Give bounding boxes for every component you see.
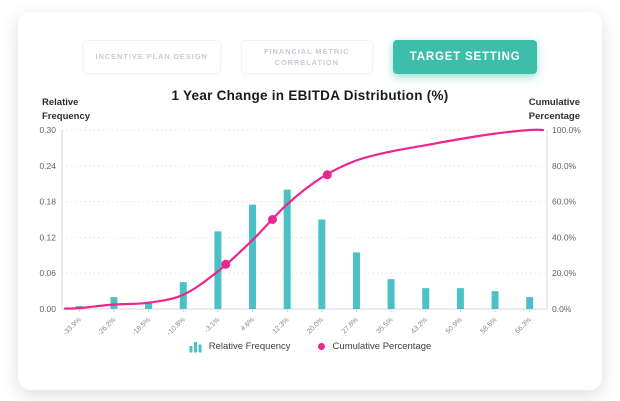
left-axis-tick-label: 0.00 (39, 304, 56, 314)
right-axis-title: Cumulative Percentage (529, 96, 580, 124)
right-axis-tick-label: 40.0% (552, 232, 577, 242)
frequency-bar (249, 204, 257, 309)
frequency-bar (491, 291, 499, 309)
tab-label: TARGET SETTING (409, 51, 521, 63)
quartile-marker-dot (268, 215, 277, 224)
x-tick-label: 35.5% (376, 316, 395, 335)
left-axis-tick-label: 0.06 (39, 268, 56, 278)
x-tick-label: -26.2% (97, 316, 118, 337)
frequency-bar (526, 297, 534, 309)
frequency-bar (352, 252, 360, 309)
x-tick-label: 66.3% (514, 316, 533, 335)
legend-label: Relative Frequency (208, 341, 291, 352)
frequency-bar (387, 279, 395, 309)
tab-bar: INCENTIVE PLAN DESIGN FINANCIAL METRIC C… (18, 40, 602, 74)
bar-chart-icon (189, 342, 202, 353)
chart-card: INCENTIVE PLAN DESIGN FINANCIAL METRIC C… (18, 12, 602, 390)
left-axis-tick-label: 0.12 (39, 232, 56, 242)
quartile-marker-dot (221, 259, 231, 269)
frequency-bar (145, 303, 153, 309)
x-tick-label: 4.6% (240, 316, 256, 332)
right-axis-title-line1: Cumulative (528, 97, 580, 108)
frequency-bar (422, 288, 430, 309)
cumulative-line (63, 128, 545, 310)
x-tick-label: 58.6% (479, 316, 498, 335)
frequency-bar (110, 297, 118, 309)
right-axis-tick-label: 20.0% (552, 268, 577, 278)
tab-financial-metric-correlation[interactable]: FINANCIAL METRIC CORRELATION (240, 40, 373, 74)
frequency-bar (318, 219, 326, 309)
tab-target-setting[interactable]: TARGET SETTING (392, 40, 538, 74)
right-axis-title-line2: Percentage (528, 110, 580, 122)
dot-icon (317, 343, 325, 350)
x-tick-label: -18.5% (131, 316, 152, 337)
x-tick-label: -3.1% (203, 316, 221, 334)
left-axis-tick-label: 0.18 (39, 197, 56, 207)
x-tick-label: 43.2% (410, 316, 429, 335)
chart-title: 1 Year Change in EBITDA Distribution (%) (171, 88, 449, 103)
x-tick-label: -33.9% (62, 316, 83, 337)
left-axis-title-line2: Frequency (42, 110, 91, 122)
left-axis-title-line1: Relative (42, 97, 79, 108)
x-tick-label: 12.3% (272, 316, 291, 335)
left-axis-tick-label: 0.30 (39, 125, 56, 135)
left-axis-tick-label: 0.24 (39, 161, 56, 171)
tab-incentive-plan-design[interactable]: INCENTIVE PLAN DESIGN (82, 40, 221, 74)
legend-item-cumulative-percentage[interactable]: Cumulative Percentage (317, 341, 432, 352)
frequency-bar (283, 189, 291, 309)
x-tick-label: 27.8% (341, 316, 360, 335)
quartile-marker-dot (322, 170, 332, 180)
legend-item-relative-frequency[interactable]: Relative Frequency (189, 340, 291, 353)
x-tick-label: 50.9% (445, 316, 464, 335)
frequency-bar (456, 288, 464, 309)
tab-label: FINANCIAL METRIC CORRELATION (263, 46, 350, 67)
left-axis-title: Relative Frequency (42, 96, 90, 124)
right-axis-tick-label: 60.0% (552, 197, 577, 207)
chart-legend: Relative Frequency Cumulative Percentage (18, 340, 602, 353)
right-axis-tick-label: 100.0% (552, 125, 581, 135)
right-axis-tick-label: 0.0% (552, 304, 572, 314)
x-tick-label: 20.0% (306, 316, 325, 335)
legend-label: Cumulative Percentage (332, 341, 432, 352)
x-tick-label: -10.8% (166, 316, 187, 337)
chart-canvas: 0.30 100.0% 0.24 80.0% 0.18 60.0% 0.12 40.0% 0.0… (39, 125, 581, 337)
right-axis-tick-label: 80.0% (552, 161, 577, 171)
tab-label: INCENTIVE PLAN DESIGN (95, 52, 208, 62)
